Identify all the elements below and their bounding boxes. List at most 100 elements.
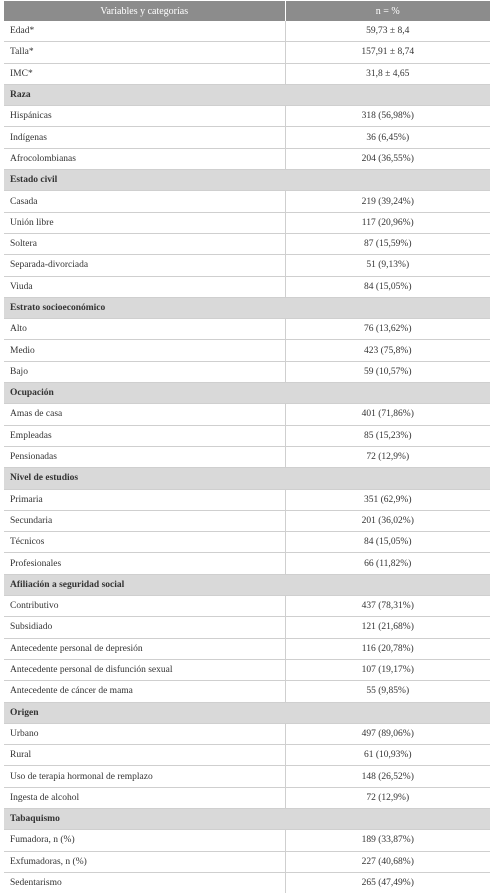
row-value: 401 (71,86%) xyxy=(285,403,490,426)
row-value: 148 (26,52%) xyxy=(285,765,490,788)
section-header-row: Nivel de estudios xyxy=(4,467,490,490)
row-label: Antecedente de cáncer de mama xyxy=(4,680,286,703)
table-row: Empleadas 85 (15,23%) xyxy=(4,425,490,447)
row-label: Uso de terapia hormonal de remplazo xyxy=(4,765,286,788)
section-header-row: Ocupación xyxy=(4,382,490,405)
header-row: Variables y categorías n = % xyxy=(4,1,490,21)
table-header: Variables y categorías n = % xyxy=(4,1,490,21)
table-row: Antecedente personal de depresión 116 (20… xyxy=(4,638,490,660)
table-row: Alto 76 (13,62%) xyxy=(4,318,490,341)
section-header-row: Origen xyxy=(4,702,490,724)
row-value: 31,8 ± 4,65 xyxy=(285,63,490,85)
row-value: 318 (56,98%) xyxy=(285,105,490,128)
row-label: Separada-divorciada xyxy=(4,254,286,277)
table-row: Primaria 351 (62,9%) xyxy=(4,489,490,511)
row-label: Amas de casa xyxy=(4,403,286,426)
row-value: 189 (33,87%) xyxy=(285,829,490,852)
table-row: Antecedente personal de disfunción sexua… xyxy=(4,659,490,682)
row-label: Hispánicas xyxy=(4,105,286,128)
table-row: Sedentarismo 265 (47,49%) xyxy=(4,872,490,893)
table-row: Fumadora, n (%) 189 (33,87%) xyxy=(4,829,490,852)
table-row: Bajo 59 (10,57%) xyxy=(4,361,490,384)
row-value: 116 (20,78%) xyxy=(285,638,490,660)
row-label: Bajo xyxy=(4,361,286,384)
table-row: Indígenas 36 (6,45%) xyxy=(4,126,490,149)
row-value: 265 (47,49%) xyxy=(361,878,414,889)
table-container: Variables y categorías n = % Edad* 59,73 … xyxy=(4,1,490,893)
row-label: Contributivo xyxy=(4,595,286,618)
section-title: Estado civil xyxy=(4,169,490,192)
row-label: Urbano xyxy=(4,723,286,746)
table-row: Antecedente de cáncer de mama 55 (9,85%) xyxy=(4,680,490,703)
row-value: 117 (20,96%) xyxy=(285,212,490,234)
section-header-row: Tabaquismo xyxy=(4,808,490,831)
row-label: Profesionales xyxy=(4,552,286,575)
row-label: Secundaria xyxy=(4,510,286,533)
row-value: 227 (40,68%) xyxy=(285,851,490,873)
table-row: Profesionales 66 (11,82%) xyxy=(4,552,490,575)
column-header-variables: Variables y categorías xyxy=(4,1,286,21)
row-value: 121 (21,68%) xyxy=(285,616,490,639)
table-row: Medio 423 (75,8%) xyxy=(4,339,490,362)
row-label: Técnicos xyxy=(4,531,286,554)
row-label: Ingesta de alcohol xyxy=(4,787,286,809)
table-row: Contributivo 437 (78,31%) xyxy=(4,595,490,618)
table-row: IMC* 31,8 ± 4,65 xyxy=(4,63,490,85)
row-value: 219 (39,24%) xyxy=(285,190,490,213)
table-row: Edad* 59,73 ± 8,4 xyxy=(4,21,490,43)
table-row: Subsidiado 121 (21,68%) xyxy=(4,616,490,639)
row-label: Exfumadoras, n (%) xyxy=(4,851,286,873)
table-row: Exfumadoras, n (%) 227 (40,68%) xyxy=(4,851,490,873)
section-title: Ocupación xyxy=(4,382,490,405)
row-value: 72 (12,9%) xyxy=(285,787,490,809)
table-body: Edad* 59,73 ± 8,4 Talla* 157,91 ± 8,74 IMC* 3… xyxy=(4,21,490,893)
row-value: 423 (75,8%) xyxy=(285,339,490,362)
section-title: Afiliación a seguridad social xyxy=(4,574,490,597)
row-value: 204 (36,55%) xyxy=(285,148,490,171)
row-label: Medio xyxy=(4,339,286,362)
table-row: Pensionadas 72 (12,9%) xyxy=(4,446,490,469)
row-label: Soltera xyxy=(4,233,286,256)
row-label: Casada xyxy=(4,190,286,213)
row-value: 51 (9,13%) xyxy=(285,254,490,277)
row-label: Alto xyxy=(4,318,286,341)
section-header-row: Estrato socioeconómico xyxy=(4,297,490,320)
table-row: Uso de terapia hormonal de remplazo 148 (… xyxy=(4,765,490,788)
table-row: Separada-divorciada 51 (9,13%) xyxy=(4,254,490,277)
row-label: Afrocolombianas xyxy=(4,148,286,171)
table-row: Viuda 84 (15,05%) xyxy=(4,276,490,298)
row-label: Pensionadas xyxy=(4,446,286,469)
section-title: Origen xyxy=(4,702,490,724)
row-value: 55 (9,85%) xyxy=(285,680,490,703)
section-title: Raza xyxy=(4,84,490,107)
table-row: Secundaria 201 (36,02%) xyxy=(4,510,490,533)
row-label: Antecedente personal de depresión xyxy=(4,638,286,660)
row-value: 76 (13,62%) xyxy=(285,318,490,341)
section-header-row: Estado civil xyxy=(4,169,490,192)
row-value: 59 (10,57%) xyxy=(285,361,490,384)
column-header-n: n = % xyxy=(285,1,490,21)
table-row: Hispánicas 318 (56,98%) xyxy=(4,105,490,128)
row-value: 87 (15,59%) xyxy=(285,233,490,256)
row-label: Talla* xyxy=(4,41,286,64)
table-row: Rural 61 (10,93%) xyxy=(4,744,490,767)
section-title: Tabaquismo xyxy=(4,808,490,831)
row-label: IMC* xyxy=(4,63,286,85)
row-label: Fumadora, n (%) xyxy=(4,829,286,852)
row-label: Edad* xyxy=(4,21,286,43)
row-label: Viuda xyxy=(4,276,286,298)
row-value: 72 (12,9%) xyxy=(285,446,490,469)
row-label: Sedentarismo xyxy=(4,872,286,893)
row-label: Unión libre xyxy=(4,212,286,234)
row-label: Rural xyxy=(4,744,286,767)
row-label: Primaria xyxy=(4,489,286,511)
section-header-row: Raza xyxy=(4,84,490,107)
section-title: Nivel de estudios xyxy=(4,467,490,490)
row-value: 157,91 ± 8,74 xyxy=(285,41,490,64)
row-value: 61 (10,93%) xyxy=(285,744,490,767)
table-row: Ingesta de alcohol 72 (12,9%) xyxy=(4,787,490,809)
row-value: 201 (36,02%) xyxy=(285,510,490,533)
data-table: Variables y categorías n = % Edad* 59,73 … xyxy=(4,1,490,893)
table-row: Unión libre 117 (20,96%) xyxy=(4,212,490,234)
section-title: Estrato socioeconómico xyxy=(4,297,490,320)
